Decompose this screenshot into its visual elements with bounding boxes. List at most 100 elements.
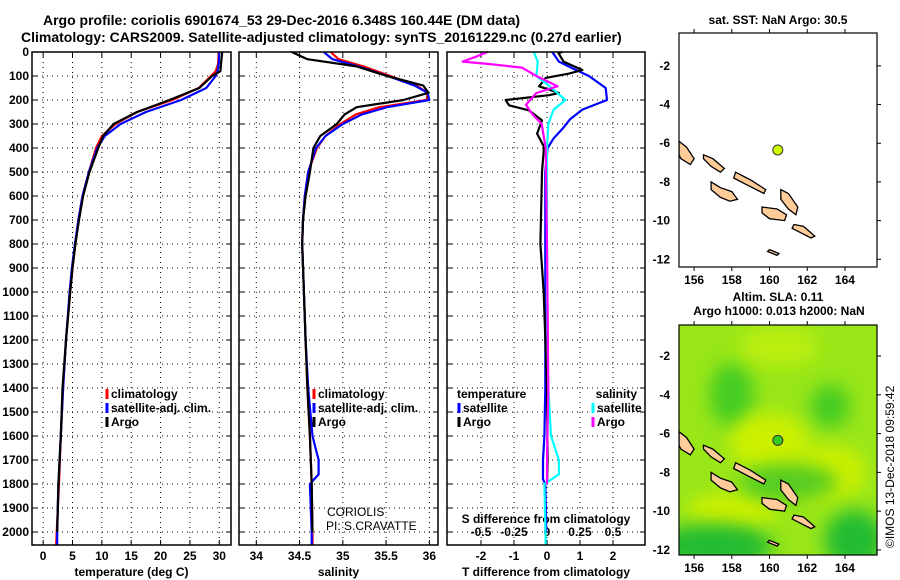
x2-tick-label: 0.5: [605, 525, 622, 539]
x-tick-label: 36: [423, 549, 437, 563]
depth-tick-label: 200: [9, 93, 29, 107]
series-line-climatology: [55, 51, 220, 546]
sla-map-title: Altim. SLA: 0.11: [732, 290, 824, 304]
x-tick-label: -1: [509, 549, 520, 563]
map-panel-map-sla: 156 158 160 162 164 -2 -4 -6 -8 -10 -12: [653, 321, 881, 575]
sla-anomaly-patch: [738, 326, 819, 367]
x-tick-label: 10: [95, 549, 109, 563]
legend-entry: Argo: [463, 415, 491, 429]
plot-frame: [238, 51, 439, 546]
lon-tick-label: 160: [759, 273, 779, 287]
argo-position-marker: [772, 434, 784, 446]
lon-tick-label: 156: [684, 273, 704, 287]
sst-map-title: sat. SST: NaN Argo: 30.5: [708, 13, 848, 27]
sla-anomaly-patch: [809, 384, 850, 429]
lon-tick-label: 164: [835, 273, 855, 287]
series-line-temperature-satellite: [541, 51, 609, 533]
argo-position-marker: [772, 144, 784, 156]
depth-tick-label: 0: [22, 45, 29, 59]
lon-tick-label: 158: [722, 273, 742, 287]
depth-tick-label: 2000: [2, 525, 29, 539]
depth-tick-label: 500: [9, 165, 29, 179]
legend-entry: satellite: [463, 401, 508, 415]
depth-tick-label: 100: [9, 69, 29, 83]
depth-tick-label: 700: [9, 213, 29, 227]
island-land: [702, 444, 726, 464]
legend-entry: Argo: [597, 415, 625, 429]
depth-tick-label: 1900: [2, 501, 29, 515]
island-land: [710, 180, 739, 202]
legend-entry: Argo: [111, 415, 139, 429]
lon-tick-label: 158: [722, 561, 742, 575]
depth-tick-label: 1400: [2, 381, 29, 395]
lat-tick-label: -6: [659, 136, 670, 150]
series-line-temperature-argo: [504, 50, 584, 485]
x-tick-label: 1: [577, 549, 584, 563]
plot-frame: [31, 51, 232, 546]
x2-tick-label: 0: [544, 525, 551, 539]
lon-tick-label: 164: [835, 561, 855, 575]
island-land: [766, 539, 781, 547]
series-line-argo: [291, 51, 430, 533]
depth-tick-label: 900: [9, 261, 29, 275]
sla-anomaly-patch: [679, 524, 773, 555]
institution-label: CORIOLIS: [327, 505, 385, 519]
lat-tick-label: -2: [659, 349, 670, 363]
island-land: [780, 188, 799, 216]
lon-tick-label: 162: [797, 561, 817, 575]
map-area: [679, 325, 877, 555]
island-land: [791, 514, 816, 530]
island-land: [732, 461, 767, 485]
x2-tick-label: 0.25: [568, 525, 592, 539]
x-tick-label: 34.5: [288, 549, 312, 563]
lon-tick-label: 156: [684, 561, 704, 575]
depth-tick-label: 1700: [2, 453, 29, 467]
x-tick-label: 0: [40, 549, 47, 563]
series-line-satellite-adj-clim-: [56, 51, 221, 545]
x2-tick-label: -0.25: [500, 525, 528, 539]
sla-anomaly-patch: [686, 493, 777, 530]
x-tick-label: 25: [183, 549, 197, 563]
x-tick-label: 35: [336, 549, 350, 563]
series-line-argo: [56, 51, 224, 533]
map-area: [679, 140, 816, 257]
lat-tick-label: -2: [659, 59, 670, 73]
sla-anomaly-patch: [729, 413, 810, 474]
depth-tick-label: 1200: [2, 333, 29, 347]
legend-entry: satellite-adj. clim.: [318, 401, 418, 415]
profile-panel-temperature: 0 5 10 15 20 25 300100200300400500600700800900…: [2, 45, 232, 579]
x-tick-label: 34: [250, 549, 264, 563]
x-tick-label: -2: [476, 549, 487, 563]
figure-title-line1: Argo profile: coriolis 6901674_53 29-Dec…: [43, 12, 521, 28]
depth-tick-label: 1300: [2, 357, 29, 371]
series-line-satellite-adj-clim-: [301, 51, 431, 545]
x-axis-label: T difference from climatology: [462, 565, 630, 579]
depth-tick-label: 1600: [2, 429, 29, 443]
island-land: [702, 153, 726, 174]
x-tick-label: 15: [125, 549, 139, 563]
x-axis-label: salinity: [318, 565, 360, 579]
legend-entry: satellite-adj. clim.: [111, 401, 211, 415]
x-tick-label: 0: [544, 549, 551, 563]
profile-panel-difference: -2 -1 0 1 2-0.5 -0.25 0 0.25 0.5S difference fro…: [446, 50, 646, 579]
map-panel-map-sst: 156 158 160 162 164 -2 -4 -6 -8 -10 -12: [653, 29, 881, 287]
lat-tick-label: -10: [653, 214, 671, 228]
lat-tick-label: -6: [659, 427, 670, 441]
series-line-salinity-argo: [461, 50, 559, 484]
depth-tick-label: 1800: [2, 477, 29, 491]
x-tick-label: 30: [213, 549, 227, 563]
depth-tick-label: 300: [9, 117, 29, 131]
lat-tick-label: -12: [653, 252, 671, 266]
depth-tick-label: 400: [9, 141, 29, 155]
x2-tick-label: -0.5: [471, 525, 492, 539]
sla-map-subtitle: Argo h1000: 0.013 h2000: NaN: [693, 304, 865, 318]
sla-anomaly-patch: [824, 510, 877, 555]
island-land: [732, 171, 767, 195]
legend-entry: satellite: [597, 401, 642, 415]
lat-tick-label: -12: [653, 543, 671, 557]
island-land: [679, 430, 695, 456]
x-tick-label: 20: [154, 549, 168, 563]
x-tick-label: 2: [610, 549, 617, 563]
legend-title-salinity: salinity: [596, 387, 638, 401]
